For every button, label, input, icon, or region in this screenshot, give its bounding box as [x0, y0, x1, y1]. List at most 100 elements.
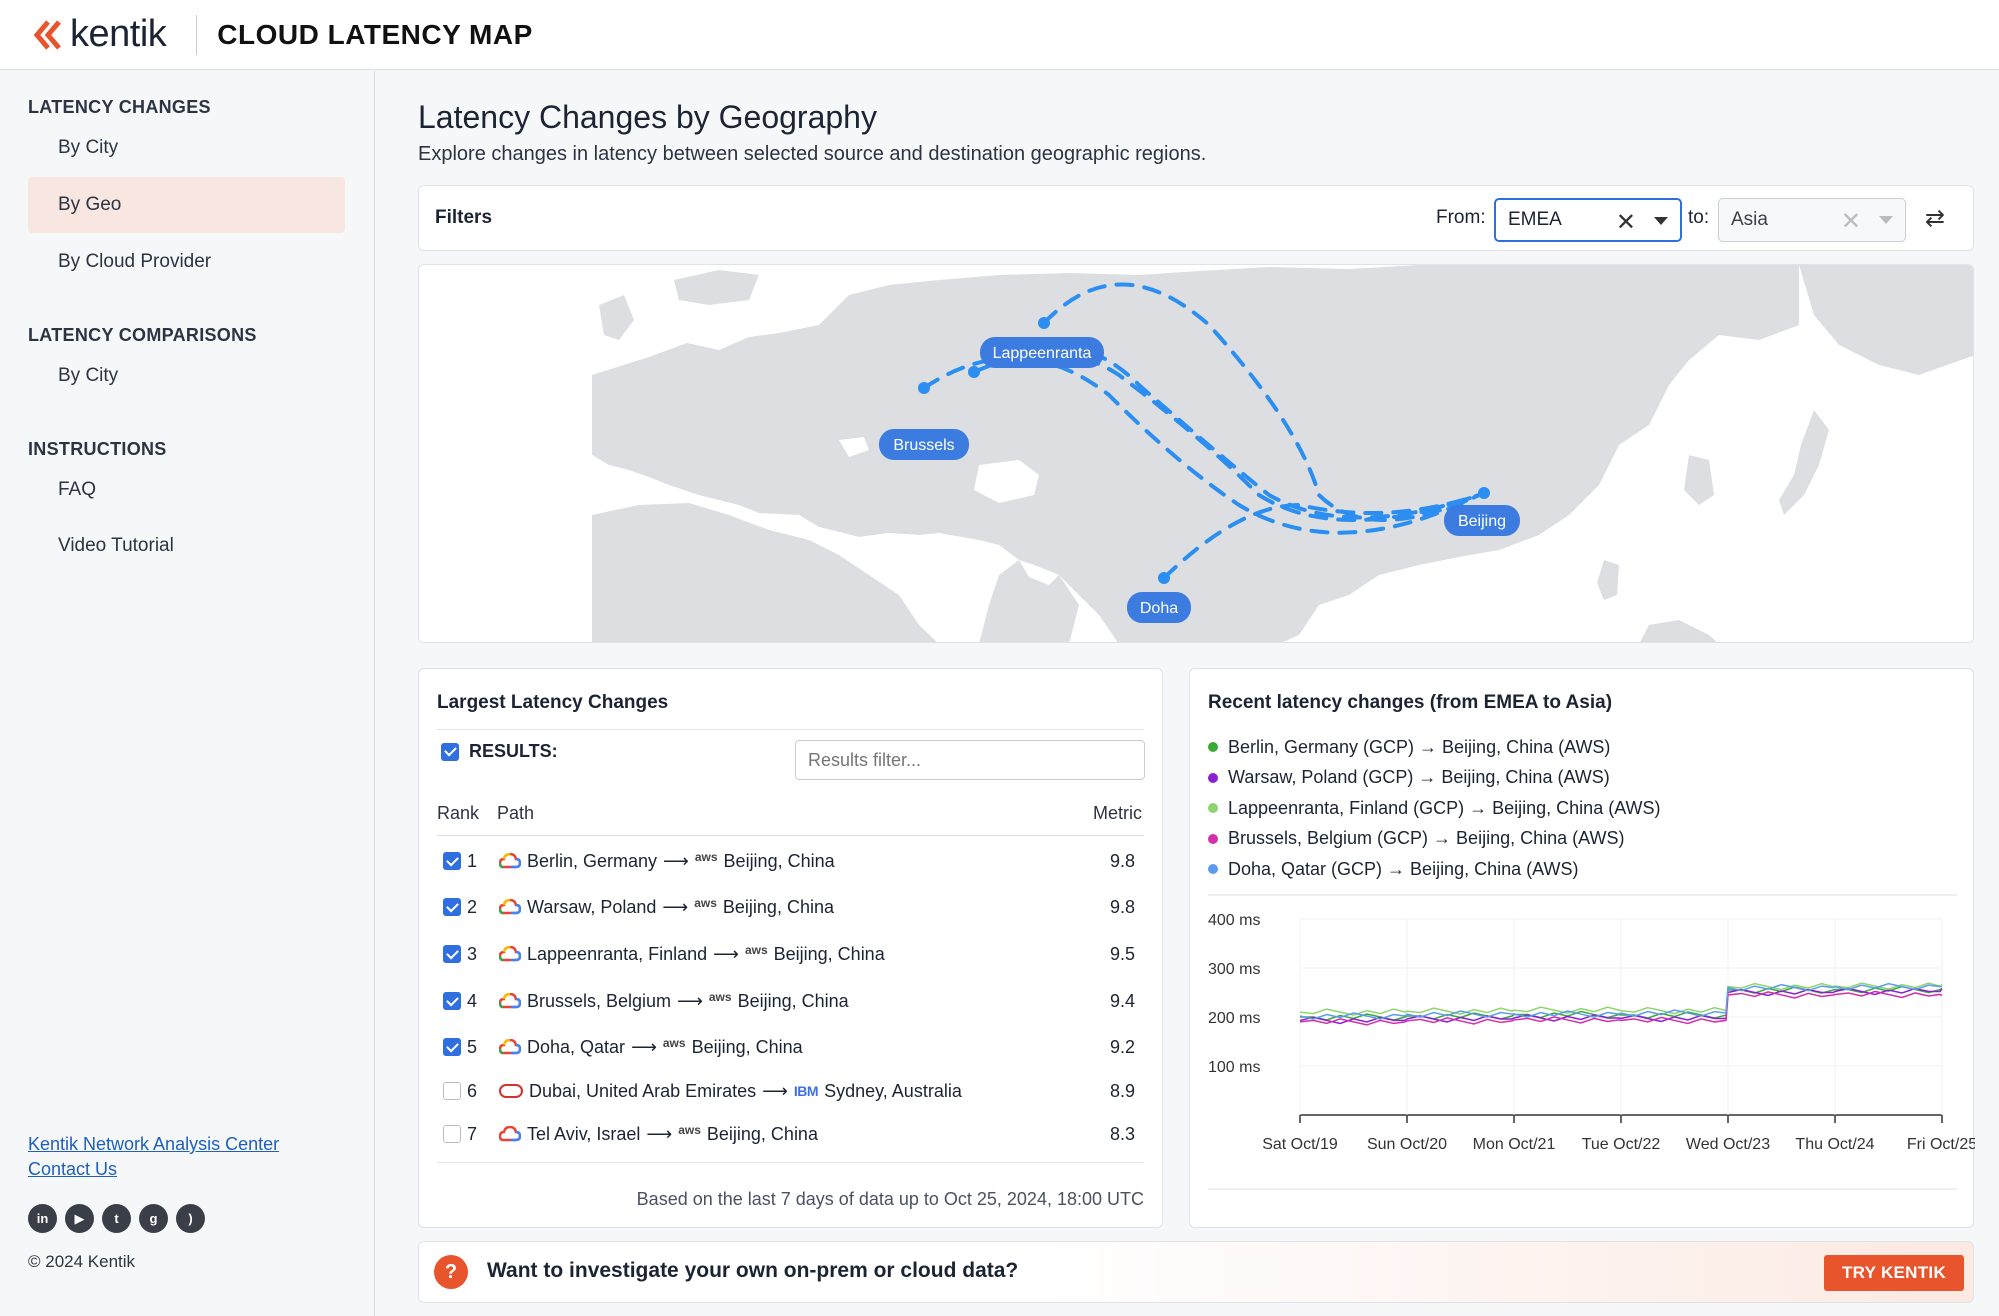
contact-us-link[interactable]: Contact Us: [28, 1159, 118, 1179]
map-label-doha[interactable]: Doha: [1127, 592, 1191, 623]
sidebar-item-by-geo[interactable]: By Geo: [28, 177, 345, 233]
results-list-continued[interactable]: 6 Dubai, United Arab Emirates ⟶ IBM Sydn…: [437, 1069, 1145, 1149]
latency-line-chart[interactable]: 400 ms 300 ms 200 ms 100 ms Sat Oct/19 Sun O…: [1190, 669, 1975, 1229]
legend-item[interactable]: Lappeenranta, Finland (GCP) → Beijing, C…: [1208, 793, 1661, 824]
legend-dot: [1208, 833, 1218, 844]
column-header-path[interactable]: Path: [497, 803, 535, 823]
results-list[interactable]: 1 Berlin, Germany ⟶ aws Beijing, China 9…: [437, 839, 1145, 1069]
row-checkbox[interactable]: [443, 1038, 461, 1056]
row-checkbox[interactable]: [443, 945, 461, 963]
to-region-select[interactable]: Asia ✕: [1718, 198, 1906, 242]
series-line[interactable]: [1299, 987, 1943, 1025]
series-line[interactable]: [1299, 982, 1942, 1020]
clear-to-icon[interactable]: ✕: [1840, 208, 1861, 235]
arrow-right-icon: ⟶: [762, 1080, 788, 1101]
divider: [437, 1162, 1144, 1163]
x-tick-label: Sat Oct/19: [1262, 1136, 1338, 1153]
linkedin-icon[interactable]: in: [28, 1204, 57, 1233]
brand-name: kentik: [70, 13, 167, 55]
swap-icon[interactable]: ⇄: [1925, 205, 1946, 232]
row-checkbox[interactable]: [443, 898, 461, 916]
from-region-select[interactable]: EMEA ✕: [1494, 198, 1682, 242]
twitter-icon[interactable]: t: [102, 1204, 131, 1233]
from-label: From:: [1436, 207, 1486, 228]
table-row[interactable]: 7 Tel Aviv, Israel ⟶ aws Beijing, China …: [437, 1119, 1145, 1149]
row-rank: 1: [467, 850, 478, 871]
page-title: Latency Changes by Geography: [418, 99, 877, 135]
results-filter-input[interactable]: [795, 740, 1145, 780]
sidebar-item-by-city[interactable]: By City: [58, 137, 119, 158]
x-tick-label: Tue Oct/22: [1582, 1136, 1661, 1153]
legend-item[interactable]: Warsaw, Poland (GCP) → Beijing, China (A…: [1208, 763, 1661, 794]
legend-item[interactable]: Doha, Qatar (GCP) → Beijing, China (AWS): [1208, 854, 1661, 885]
sidebar-item-video-tutorial[interactable]: Video Tutorial: [58, 535, 174, 556]
seas: [759, 437, 1059, 585]
column-header-rank[interactable]: Rank: [437, 803, 480, 823]
network-analysis-center-link[interactable]: Kentik Network Analysis Center: [28, 1134, 280, 1154]
series-line[interactable]: [1299, 990, 1943, 1026]
github-icon[interactable]: g: [139, 1204, 168, 1233]
map-label-beijing[interactable]: Beijing: [1444, 505, 1520, 536]
chart-title: Recent latency changes (from EMEA to Asi…: [1208, 692, 1613, 713]
table-row[interactable]: 3 Lappeenranta, Finland ⟶ aws Beijing, C…: [437, 936, 1145, 972]
row-source: Berlin, Germany: [527, 850, 658, 871]
row-rank: 3: [467, 943, 478, 964]
svg-text:Brussels: Brussels: [893, 437, 954, 454]
aws-icon: aws: [678, 1123, 701, 1137]
kentik-logo[interactable]: kentik: [32, 0, 167, 70]
sidebar-item-comparison-by-city[interactable]: By City: [58, 365, 119, 386]
sidebar-section-latency-changes: LATENCY CHANGES: [28, 97, 211, 117]
chevron-down-icon[interactable]: [1879, 216, 1893, 224]
table-title: Largest Latency Changes: [437, 692, 669, 713]
legend-label: Berlin, Germany (GCP) → Beijing, China (…: [1228, 736, 1611, 757]
table-row[interactable]: 2 Warsaw, Poland ⟶ aws Beijing, China 9.…: [437, 889, 1145, 925]
legend-item[interactable]: Berlin, Germany (GCP) → Beijing, China (…: [1208, 732, 1661, 763]
table-row[interactable]: 4 Brussels, Belgium ⟶ aws Beijing, China…: [437, 983, 1145, 1019]
map-label-brussels[interactable]: Brussels: [879, 429, 969, 460]
results-toggle[interactable]: RESULTS:: [441, 741, 558, 762]
row-path: Brussels, Belgium ⟶ aws Beijing, China: [499, 990, 1075, 1012]
column-header-metric[interactable]: Metric: [1093, 803, 1142, 823]
clear-from-icon[interactable]: ✕: [1615, 209, 1636, 236]
table-row[interactable]: 6 Dubai, United Arab Emirates ⟶ IBM Sydn…: [437, 1073, 1145, 1109]
table-row[interactable]: 5 Doha, Qatar ⟶ aws Beijing, China 9.2: [437, 1029, 1145, 1065]
x-tick-label: Mon Oct/21: [1473, 1136, 1556, 1153]
google-cloud-icon: [499, 993, 521, 1009]
arrow-right-icon: ⟶: [631, 1036, 657, 1057]
youtube-icon[interactable]: ▶: [65, 1204, 94, 1233]
series-line[interactable]: [1300, 985, 1943, 1021]
filters-label: Filters: [435, 207, 493, 228]
chevron-down-icon[interactable]: [1654, 217, 1668, 225]
row-checkbox[interactable]: [443, 852, 461, 870]
legend-label: Lappeenranta, Finland (GCP) → Beijing, C…: [1228, 797, 1661, 818]
page-subtitle: Explore changes in latency between selec…: [418, 143, 1207, 165]
google-cloud-icon: [499, 853, 521, 869]
row-source: Lappeenranta, Finland: [527, 943, 708, 964]
latency-map[interactable]: Lappeenranta Brussels Beijing Doha: [418, 264, 1974, 643]
row-checkbox[interactable]: [443, 992, 461, 1010]
try-kentik-button[interactable]: TRY KENTIK: [1824, 1255, 1964, 1291]
arrow-right-icon: ⟶: [646, 1123, 673, 1144]
sidebar-item-faq[interactable]: FAQ: [58, 479, 97, 500]
legend-dot: [1208, 742, 1218, 753]
row-checkbox[interactable]: [443, 1125, 461, 1143]
recent-latency-chart-card: Recent latency changes (from EMEA to Asi…: [1189, 668, 1975, 1229]
google-cloud-icon: [499, 1039, 521, 1055]
sidebar-item-by-cloud-provider[interactable]: By Cloud Provider: [58, 251, 212, 272]
legend-item[interactable]: Brussels, Belgium (GCP) → Beijing, China…: [1208, 824, 1661, 855]
row-source: Tel Aviv, Israel: [527, 1123, 641, 1144]
row-rank: 2: [467, 896, 478, 917]
sidebar-section-instructions: INSTRUCTIONS: [28, 439, 167, 459]
row-metric: 9.5: [1109, 943, 1135, 964]
map-label-lappeenranta[interactable]: Lappeenranta: [980, 337, 1104, 368]
row-destination: Beijing, China: [722, 896, 834, 917]
rss-icon[interactable]: ): [176, 1204, 205, 1233]
x-gridlines: [1299, 919, 1943, 1123]
table-row[interactable]: 1 Berlin, Germany ⟶ aws Beijing, China 9…: [437, 843, 1145, 879]
svg-text:Doha: Doha: [1140, 600, 1178, 617]
to-region-value: Asia: [1731, 209, 1768, 230]
row-checkbox[interactable]: [443, 1082, 461, 1100]
select-all-checkbox[interactable]: [441, 742, 459, 761]
sidebar-section-latency-comparisons: LATENCY COMPARISONS: [28, 325, 257, 345]
arrow-right-icon: ⟶: [713, 943, 739, 964]
